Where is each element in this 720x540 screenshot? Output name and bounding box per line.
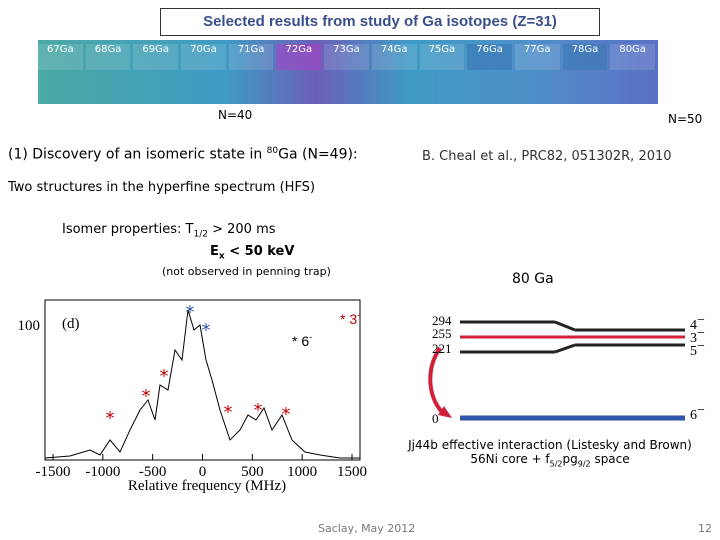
- legend-entry: * 3-: [340, 310, 360, 327]
- reference: B. Cheal et al., PRC82, 051302R, 2010: [422, 149, 672, 164]
- arrow-head: [438, 406, 452, 418]
- spin: 4: [690, 318, 697, 333]
- sup: -: [357, 310, 360, 320]
- nuclide-strip: 67Ga 68Ga 69Ga 70Ga 71Ga 72Ga 73Ga 74Ga 75Ga 76Ga…: [38, 40, 658, 104]
- level-line: [554, 320, 576, 332]
- text: (1) Discovery of an isomeric state in: [8, 146, 267, 163]
- n40-label: N=40: [218, 108, 253, 122]
- theory-line: 56Ni core + f5/2pg9/2 space: [400, 452, 700, 468]
- x-tick-label: 1000: [287, 464, 317, 480]
- text: 56Ni core + f: [470, 452, 550, 466]
- peak-marker: *: [202, 320, 211, 341]
- isomer-line: Isomer properties: T1/2 > 200 ms: [62, 222, 276, 240]
- parity: −: [697, 403, 705, 418]
- spin: 3: [690, 331, 697, 346]
- transition-arrow: [428, 346, 447, 417]
- theory: Jj44b effective interaction (Listesky an…: [400, 438, 700, 468]
- parity: −: [697, 313, 705, 328]
- sub: 5/2: [549, 459, 563, 469]
- spin: 5: [690, 344, 697, 359]
- x-tick-label: -1500: [36, 464, 71, 480]
- level-energy: 294: [432, 313, 452, 328]
- spin: 6: [690, 408, 697, 423]
- legend-entry: * 6-: [292, 332, 312, 349]
- nuclide-cell: 76Ga: [467, 44, 512, 70]
- nuclide-cell: 77Ga: [514, 44, 560, 70]
- text: pg: [562, 452, 578, 466]
- x-tick-label: 0: [199, 464, 207, 480]
- level-energy: 255: [432, 326, 452, 341]
- nuclide-cell: 67Ga: [38, 44, 83, 70]
- text: space: [590, 452, 630, 466]
- peak-marker: *: [106, 408, 115, 429]
- nuclide-cell: 75Ga: [419, 44, 465, 70]
- x-tick-label: 1500: [337, 464, 367, 480]
- level-spin: 3−: [690, 326, 705, 346]
- x-tick-label: 500: [241, 464, 264, 480]
- title: Selected results from study of Ga isotop…: [160, 8, 600, 36]
- level-spin: 5−: [690, 339, 705, 359]
- sup: 80: [266, 146, 279, 156]
- figures: (d) * 3- * 6- Relative frequency (MHz) -…: [18, 299, 705, 494]
- peak-marker: *: [142, 386, 151, 407]
- nuclide-cell: 70Ga: [181, 44, 226, 70]
- peak-marker: *: [160, 366, 169, 387]
- sub: 1/2: [193, 229, 208, 240]
- theory-line: Jj44b effective interaction (Listesky an…: [408, 438, 692, 452]
- nuclide-cell: 80Ga: [610, 44, 655, 70]
- page-number: 12: [698, 522, 712, 535]
- y-tick-label: 100: [18, 318, 41, 334]
- level-spin: 4−: [690, 313, 705, 333]
- note: (not observed in penning trap): [162, 265, 331, 278]
- x-tick-label: -1000: [85, 464, 120, 480]
- panel-label: (d): [62, 316, 80, 332]
- spectrum: [44, 309, 360, 459]
- level-energy: 0: [432, 411, 439, 426]
- x-axis-label: Relative frequency (MHz): [128, 478, 286, 494]
- text: < 50 keV: [224, 244, 295, 259]
- text: * 6: [292, 333, 309, 349]
- sup: -: [309, 332, 312, 342]
- statement: Two structures in the hyperfine spectrum…: [8, 180, 316, 195]
- level-line: [554, 343, 576, 354]
- nuclide-cell: 78Ga: [562, 44, 608, 70]
- level-spin: 6−: [690, 403, 705, 423]
- sub: 9/2: [577, 459, 591, 469]
- nuclide-cell: 69Ga: [133, 44, 179, 70]
- nuclide-cell: 74Ga: [371, 44, 417, 70]
- peak-marker: *: [282, 404, 291, 425]
- peak-marker: *: [224, 402, 233, 423]
- text: * 3: [340, 311, 357, 327]
- energy-line: Ex < 50 keV: [210, 244, 294, 262]
- sub: x: [218, 251, 225, 262]
- peak-marker: *: [254, 400, 263, 421]
- section-heading: (1) Discovery of an isomeric state in 80…: [8, 146, 358, 163]
- footer: Saclay, May 2012: [318, 522, 416, 535]
- text: E: [210, 244, 219, 259]
- n50-label: N=50: [668, 112, 703, 126]
- x-tick-label: -500: [139, 464, 167, 480]
- text: Ga (N=49):: [278, 146, 358, 163]
- nuclide-cell: 71Ga: [228, 44, 274, 70]
- text: Isomer properties: T: [62, 222, 194, 237]
- peak-marker: *: [186, 302, 195, 323]
- parity: −: [697, 339, 705, 354]
- text: > 200 ms: [207, 222, 276, 237]
- nuclide-cell: 68Ga: [85, 44, 131, 70]
- nuclide-cell: 73Ga: [324, 44, 369, 70]
- nuclide-cell: 72Ga: [276, 44, 322, 70]
- nucleus: 80 Ga: [512, 271, 554, 287]
- parity: −: [697, 326, 705, 341]
- level-energy: 221: [432, 341, 452, 356]
